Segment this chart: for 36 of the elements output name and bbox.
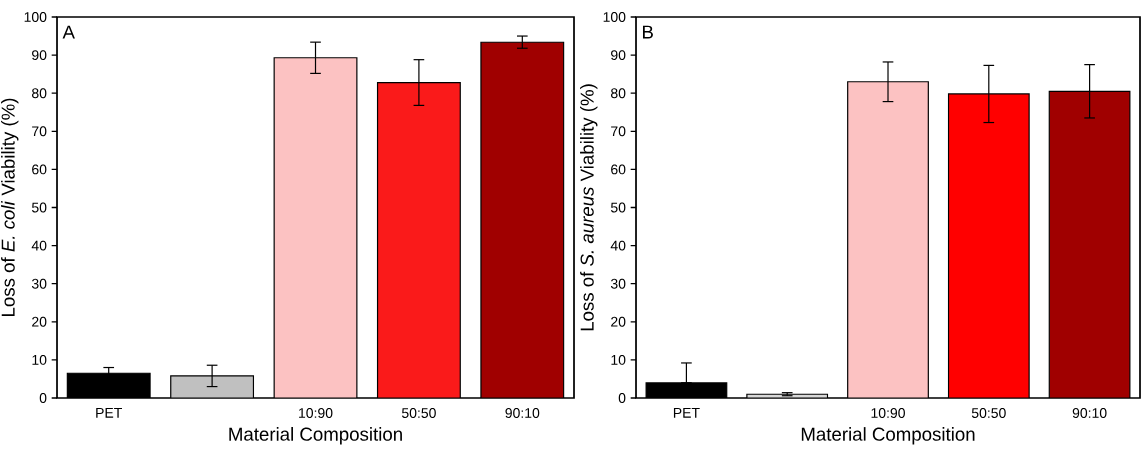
chart-title: B bbox=[642, 25, 653, 39]
y-axis-title: Loss of E. coli Viability (%) bbox=[1, 98, 19, 316]
x-tick-label: 90:10 bbox=[1072, 408, 1107, 418]
y-tick-label: 90 bbox=[611, 50, 626, 61]
x-tick-label: PET bbox=[96, 408, 122, 418]
x-tick-label: 10:90 bbox=[871, 408, 905, 418]
x-axis-title: Material Composition bbox=[801, 427, 975, 445]
y-tick-label: 0 bbox=[618, 393, 626, 403]
y-tick-label: 60 bbox=[611, 164, 626, 175]
y-tick-label: 0 bbox=[39, 393, 47, 403]
y-tick-label: 70 bbox=[611, 126, 626, 137]
y-tick-label: 20 bbox=[32, 316, 47, 327]
chart-title: A bbox=[62, 25, 75, 39]
x-axis-title: Material Composition bbox=[229, 427, 402, 445]
x-tick-label: 50:50 bbox=[971, 408, 1006, 418]
y-tick-label: 50 bbox=[31, 202, 47, 213]
y-tick-label: 80 bbox=[32, 88, 47, 99]
y-tick-label: 80 bbox=[611, 88, 626, 99]
y-tick-label: 100 bbox=[603, 12, 626, 22]
y-tick-label: 30 bbox=[31, 278, 47, 289]
y-tick-label: 70 bbox=[32, 126, 47, 137]
x-tick-label: 50:50 bbox=[401, 408, 436, 418]
y-tick-label: 90 bbox=[32, 50, 47, 61]
y-tick-label: 40 bbox=[31, 240, 47, 251]
y-tick-label: 20 bbox=[611, 316, 626, 327]
y-tick-label: 50 bbox=[610, 202, 626, 213]
y-tick-label: 60 bbox=[32, 164, 47, 175]
y-tick-label: 100 bbox=[24, 12, 47, 22]
x-tick-label: 90:10 bbox=[505, 408, 540, 418]
x-tick-label: PET bbox=[673, 408, 700, 418]
y-tick-label: 40 bbox=[610, 240, 626, 251]
y-tick-label: 10 bbox=[32, 354, 47, 365]
y-axis-title: Loss of S. aureus Viability (%) bbox=[580, 84, 598, 331]
x-tick-label: 10:90 bbox=[299, 408, 333, 418]
y-tick-label: 30 bbox=[610, 278, 626, 289]
y-tick-label: 10 bbox=[611, 354, 626, 365]
